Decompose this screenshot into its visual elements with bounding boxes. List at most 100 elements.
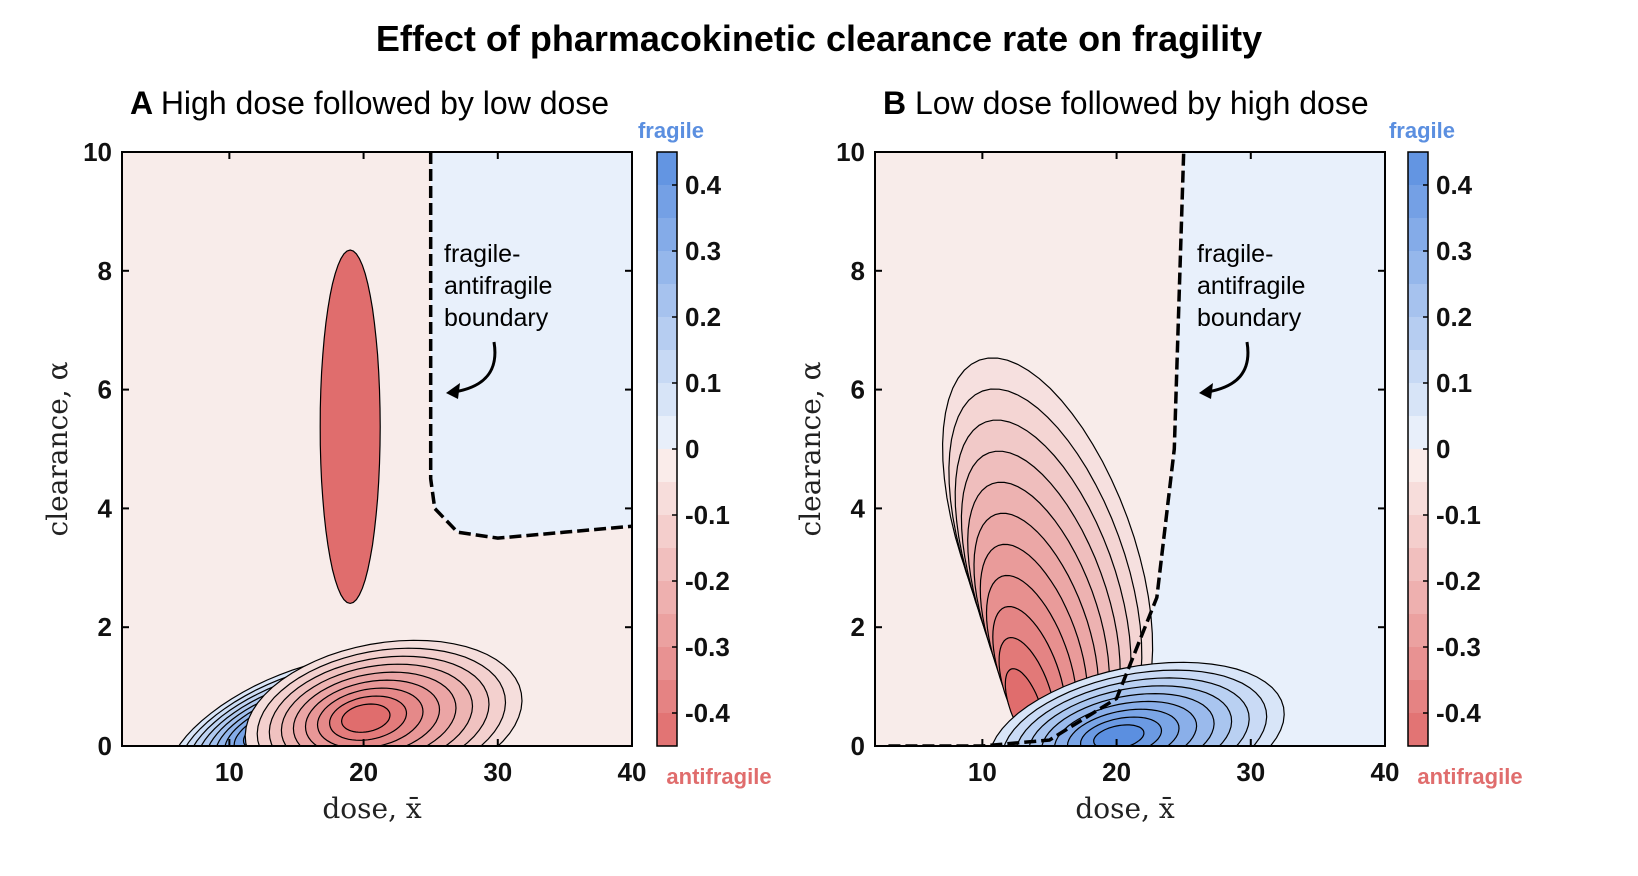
- boundary-annotation-line: fragile-: [444, 240, 520, 268]
- panel-title: B Low dose followed by high dose: [883, 85, 1369, 121]
- colorbar: 0.4 0.3 0.2 0.1 0 -0.1 -0.2 -0.3 -0.4 fragile anti…: [1389, 118, 1523, 789]
- contour-lobe-antifragile: [244, 639, 523, 746]
- fragile-region: [430, 152, 632, 539]
- y-tick-label: 0: [98, 731, 112, 761]
- boundary-annotation-line: antifragile: [1197, 272, 1305, 300]
- colorbar-band: [1408, 317, 1428, 351]
- axes-frame: [121, 151, 633, 747]
- annotation-arrowhead: [1199, 383, 1213, 399]
- colorbar-band: [1408, 647, 1428, 681]
- colorbar-band: [1408, 482, 1428, 516]
- x-tick-label: 20: [1102, 757, 1131, 787]
- colorbar-tick-label: -0.1: [685, 500, 730, 530]
- contour-line: [319, 249, 381, 605]
- colorbar-antifragile-label: antifragile: [1417, 764, 1522, 789]
- boundary-annotation-line: boundary: [444, 304, 549, 332]
- plot-area: [875, 152, 1385, 746]
- colorbar-tick-label: -0.3: [685, 632, 730, 662]
- colorbar-tick-label: 0.4: [685, 170, 722, 200]
- y-tick-label: 8: [98, 256, 112, 286]
- colorbar-tick-label: -0.2: [685, 566, 730, 596]
- colorbar-antifragile-label: antifragile: [666, 764, 771, 789]
- colorbar-band: [657, 515, 677, 549]
- colorbar-band: [657, 284, 677, 318]
- figure-title: Effect of pharmacokinetic clearance rate…: [375, 18, 1263, 59]
- colorbar-tick-label: -0.3: [1436, 632, 1481, 662]
- fragile-region: [888, 152, 1385, 746]
- contour-lobe-fragile: [991, 661, 1285, 746]
- colorbar-band: [1408, 449, 1428, 483]
- colorbar-tick-label: 0.1: [685, 368, 721, 398]
- x-tick-label: 30: [483, 757, 512, 787]
- panel-letter: B: [883, 85, 915, 121]
- colorbar-band: [657, 581, 677, 615]
- colorbar-band: [1408, 515, 1428, 549]
- annotation-arrow: [453, 341, 497, 394]
- fragile-antifragile-boundary-line: [428, 152, 632, 540]
- boundary-annotation-line: fragile-: [1197, 240, 1273, 268]
- colorbar-tick-label: -0.2: [1436, 566, 1481, 596]
- colorbar-band: [1408, 548, 1428, 582]
- y-tick-label: 2: [851, 612, 865, 642]
- y-tick-label: 2: [98, 612, 112, 642]
- panel-title-text: Low dose followed by high dose: [915, 85, 1369, 121]
- colorbar-band: [1408, 713, 1428, 747]
- axes-frame: [874, 151, 1386, 747]
- contour-lobe-antifragile: [319, 249, 381, 605]
- colorbar-band: [657, 647, 677, 681]
- colorbar-band: [657, 449, 677, 483]
- colorbar-tick-label: 0.2: [685, 302, 721, 332]
- boundary-annotation-line: boundary: [1197, 304, 1302, 332]
- colorbar-band: [657, 152, 677, 186]
- colorbar-tick-label: 0: [1436, 434, 1450, 464]
- colorbar-band: [1408, 614, 1428, 648]
- colorbar-tick-label: 0.3: [1436, 236, 1472, 266]
- colorbar-tick-label: 0.4: [1436, 170, 1473, 200]
- y-tick-label: 4: [851, 493, 866, 523]
- colorbar-band: [657, 218, 677, 252]
- colorbar-band: [1408, 581, 1428, 615]
- x-tick-label: 40: [1371, 757, 1400, 787]
- y-tick-label: 10: [836, 137, 865, 167]
- colorbar-band: [657, 317, 677, 351]
- colorbar-fragile-label: fragile: [638, 118, 704, 143]
- panel-letter: A: [130, 85, 161, 121]
- colorbar-tick-label: 0: [685, 434, 699, 464]
- contour-line: [340, 703, 391, 733]
- colorbar-band: [657, 350, 677, 384]
- y-axis-label: clearance, α: [41, 361, 74, 536]
- colorbar-band: [1408, 350, 1428, 384]
- colorbar-fragile-label: fragile: [1389, 118, 1455, 143]
- colorbar-band: [657, 251, 677, 285]
- colorbar-band: [1408, 416, 1428, 450]
- x-axis-label: dose, x̄: [322, 792, 422, 825]
- colorbar-band: [1408, 152, 1428, 186]
- x-axis-label: dose, x̄: [1075, 792, 1175, 825]
- colorbar-band: [1408, 383, 1428, 417]
- x-tick-label: 30: [1236, 757, 1265, 787]
- y-tick-label: 6: [851, 375, 865, 405]
- colorbar-tick-label: 0.3: [685, 236, 721, 266]
- boundary-annotation-line: antifragile: [444, 272, 552, 300]
- y-axis-label: clearance, α: [794, 361, 827, 536]
- y-tick-label: 6: [98, 375, 112, 405]
- colorbar-band: [1408, 251, 1428, 285]
- panel-title-text: High dose followed by low dose: [161, 85, 609, 121]
- x-tick-label: 10: [968, 757, 997, 787]
- y-tick-label: 8: [851, 256, 865, 286]
- colorbar-band: [657, 680, 677, 714]
- colorbar-band: [657, 614, 677, 648]
- x-tick-label: 40: [618, 757, 647, 787]
- colorbar-band: [657, 383, 677, 417]
- x-tick-label: 20: [349, 757, 378, 787]
- annotation-arrowhead: [446, 383, 460, 399]
- panel-b: 10 20 30 40 0 2 4 6 8 10 dose, x̄ clearance, α B Low…: [794, 85, 1523, 825]
- colorbar-band: [1408, 284, 1428, 318]
- panel-a: 10 20 30 40 0 2 4 6 8 10 dose, x̄ clearance, α A Hig…: [41, 85, 772, 825]
- colorbar-tick-label: 0.1: [1436, 368, 1472, 398]
- colorbar-tick-label: 0.2: [1436, 302, 1472, 332]
- colorbar-band: [1408, 680, 1428, 714]
- colorbar-tick-label: -0.4: [685, 698, 730, 728]
- colorbar-band: [657, 416, 677, 450]
